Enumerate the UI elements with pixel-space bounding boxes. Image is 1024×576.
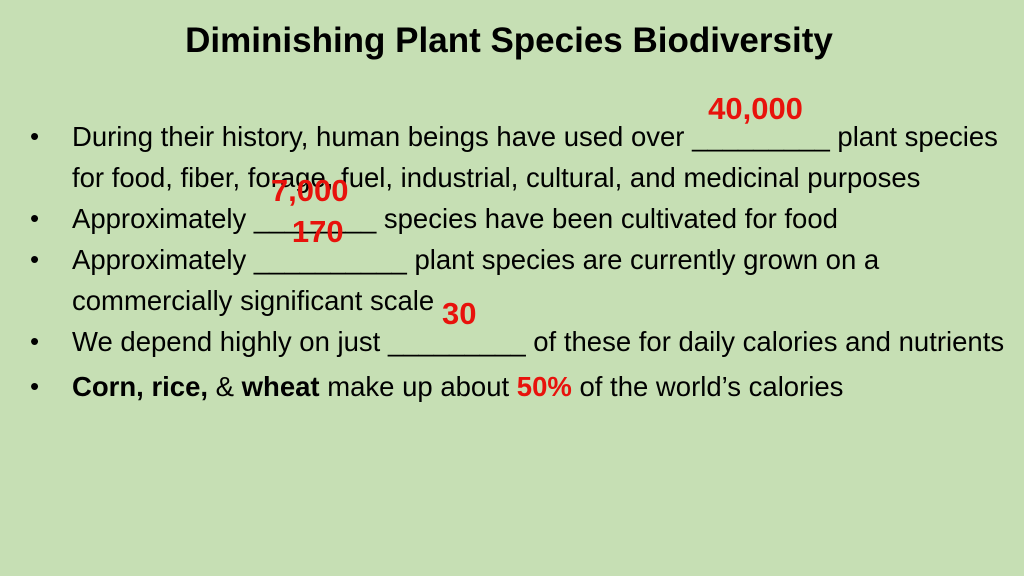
bullet-text-before: Approximately [72,244,254,275]
blank-underline: _________ [387,326,526,357]
bullet-symbol: • [30,203,40,233]
blank-answer: 170 [291,214,344,249]
bullet-text-after: species have been cultivated for food [376,203,838,234]
ampersand-text: & [208,371,242,402]
blank-answer: 40,000 [708,91,803,126]
bullet-item-staple-crops: • Corn, rice, & wheat make up about 50% o… [30,366,1005,407]
wheat-bold-text: wheat [241,371,320,402]
crops-bold-text: Corn, rice, [72,371,209,402]
bullet-text-after: plant species for food, fiber, forage, f… [72,121,998,193]
percent-highlight: 50% [516,371,572,402]
bullet-item-cultivated: • Approximately ________ 7,000 species hav… [30,173,1005,239]
bullet-text-after: of the world’s calories [571,371,844,402]
fill-in-blank: __________ 170 [253,214,407,280]
bullet-symbol: • [30,326,40,356]
blank-underline: ________ [253,203,377,234]
bullet-text-before: We depend highly on just [72,326,388,357]
bullet-symbol: • [30,371,40,401]
bullet-text-before: Approximately [72,203,254,234]
blank-underline: __________ [253,244,407,275]
bullet-item-commercial: • Approximately __________ 170 plant speci… [30,214,1005,321]
bullet-item-species-used: • During their history, human beings have… [30,91,1005,198]
bullet-text-after: plant species are currently grown on a c… [72,244,880,316]
bullet-text-before: During their history, human beings have … [72,121,693,152]
fill-in-blank: _________ 40,000 [692,91,830,157]
bullet-symbol: • [30,121,40,151]
slide-title: Diminishing Plant Species Biodiversity [185,21,833,60]
bullet-list: • During their history, human beings have… [30,91,1005,407]
bullet-text-middle: make up about [319,371,517,402]
bullet-text-after: of these for daily calories and nutrient… [525,326,1005,357]
bullet-item-calories-dependence: • We depend highly on just _________ 30 of… [30,296,1005,362]
bullet-symbol: • [30,244,40,274]
blank-underline: _________ [692,121,830,152]
blank-answer: 30 [441,296,477,331]
blank-answer: 7,000 [270,173,349,208]
fill-in-blank: ________ 7,000 [253,173,377,239]
fill-in-blank: _________ 30 [387,296,526,362]
